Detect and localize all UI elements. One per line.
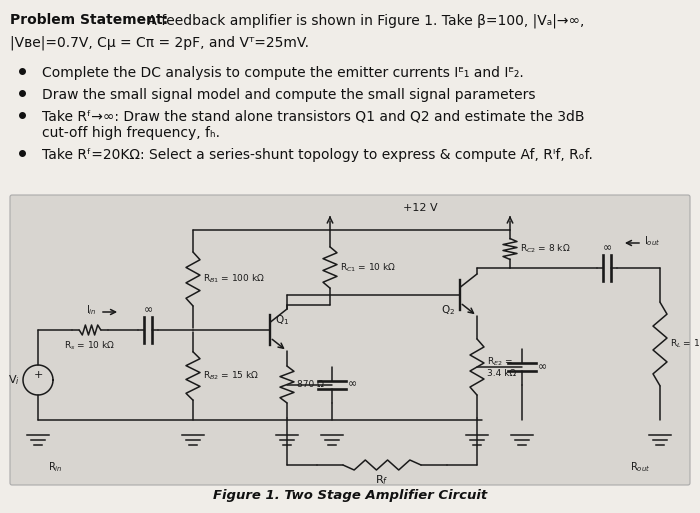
Text: R$_{C1}$ = 10 kΩ: R$_{C1}$ = 10 kΩ xyxy=(340,261,396,274)
Text: Figure 1. Two Stage Amplifier Circuit: Figure 1. Two Stage Amplifier Circuit xyxy=(213,489,487,502)
Text: R$_s$ = 10 kΩ: R$_s$ = 10 kΩ xyxy=(64,340,116,352)
Text: R$_L$ = 1 kΩ: R$_L$ = 1 kΩ xyxy=(670,338,700,350)
Text: R$_{B1}$ = 100 kΩ: R$_{B1}$ = 100 kΩ xyxy=(203,273,265,285)
Text: ∞: ∞ xyxy=(348,380,357,389)
Text: R$_{in}$: R$_{in}$ xyxy=(48,460,62,474)
Text: R$_f$: R$_f$ xyxy=(375,473,389,487)
Text: I$_{in}$: I$_{in}$ xyxy=(86,303,97,317)
Text: R$_{out}$: R$_{out}$ xyxy=(630,460,650,474)
Text: +12 V: +12 V xyxy=(402,203,438,213)
Text: Take Rᶠ→∞: Draw the stand alone transistors Q1 and Q2 and estimate the 3dB: Take Rᶠ→∞: Draw the stand alone transist… xyxy=(42,110,584,124)
Text: +: + xyxy=(34,370,43,380)
Text: R$_{E2}$ =
3.4 kΩ: R$_{E2}$ = 3.4 kΩ xyxy=(487,356,516,379)
Text: R$_{C2}$ = 8 kΩ: R$_{C2}$ = 8 kΩ xyxy=(520,243,570,255)
Text: Problem Statement:: Problem Statement: xyxy=(10,13,168,27)
Text: |Vве|=0.7V, Cμ = Cπ = 2pF, and Vᵀ=25mV.: |Vве|=0.7V, Cμ = Cπ = 2pF, and Vᵀ=25mV. xyxy=(10,36,309,50)
Text: 870 Ω: 870 Ω xyxy=(297,380,324,389)
Text: Draw the small signal model and compute the small signal parameters: Draw the small signal model and compute … xyxy=(42,88,536,102)
Text: Q$_1$: Q$_1$ xyxy=(275,313,289,327)
FancyBboxPatch shape xyxy=(10,195,690,485)
Text: A feedback amplifier is shown in Figure 1. Take β=100, |Vₐ|→∞,: A feedback amplifier is shown in Figure … xyxy=(143,13,584,28)
Text: ∞: ∞ xyxy=(144,305,153,315)
Text: ∞: ∞ xyxy=(538,362,547,372)
Text: Q$_2$: Q$_2$ xyxy=(441,303,455,317)
Text: Complete the DC analysis to compute the emitter currents Iᴱ₁ and Iᴱ₂.: Complete the DC analysis to compute the … xyxy=(42,66,524,80)
Text: cut-off high frequency, fₕ.: cut-off high frequency, fₕ. xyxy=(42,126,220,140)
Text: V$_i$: V$_i$ xyxy=(8,373,20,387)
Text: ∞: ∞ xyxy=(603,243,612,253)
Text: Take Rᶠ=20KΩ: Select a series-shunt topology to express & compute Af, Rᴵf, Rₒf.: Take Rᶠ=20KΩ: Select a series-shunt topo… xyxy=(42,148,593,162)
Text: R$_{B2}$ = 15 kΩ: R$_{B2}$ = 15 kΩ xyxy=(203,370,259,382)
Text: I$_{out}$: I$_{out}$ xyxy=(644,234,660,248)
